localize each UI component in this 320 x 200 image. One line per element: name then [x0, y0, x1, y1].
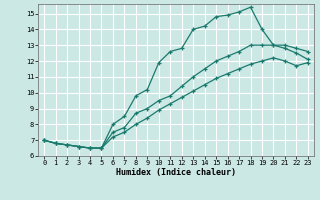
X-axis label: Humidex (Indice chaleur): Humidex (Indice chaleur): [116, 168, 236, 177]
